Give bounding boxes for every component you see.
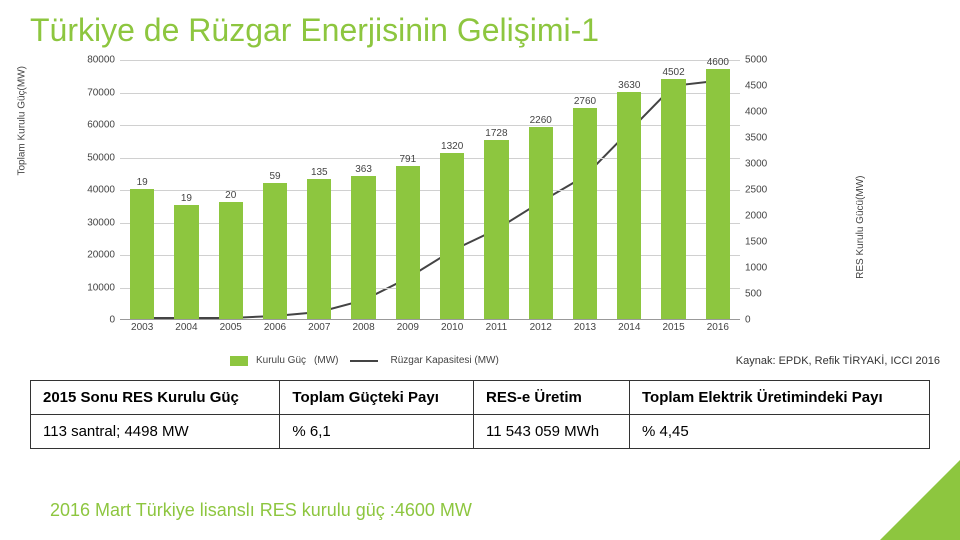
x-tick-label: 2016 (707, 322, 729, 333)
grid-line (120, 93, 740, 94)
y-left-tick-label: 20000 (80, 250, 115, 261)
table-cell: % 6,1 (280, 415, 474, 449)
chart-bar (440, 153, 464, 319)
bar-value-label: 4502 (662, 67, 684, 78)
chart-bar (529, 127, 553, 319)
bar-value-label: 2260 (530, 115, 552, 126)
x-tick-label: 2015 (662, 322, 684, 333)
x-tick-label: 2013 (574, 322, 596, 333)
corner-triangle (880, 460, 960, 540)
y-right-tick-label: 500 (745, 289, 775, 300)
chart-plot: 0100002000030000400005000060000700008000… (120, 60, 740, 320)
x-tick-label: 2005 (220, 322, 242, 333)
table-header: Toplam Güçteki Payı (280, 381, 474, 415)
y-right-tick-label: 0 (745, 315, 775, 326)
chart-bar (484, 140, 508, 319)
table-header: RES-e Üretim (474, 381, 630, 415)
grid-line (120, 223, 740, 224)
chart-bar (661, 79, 685, 320)
table-cell: % 4,45 (629, 415, 929, 449)
bar-value-label: 1728 (485, 128, 507, 139)
summary-table: 2015 Sonu RES Kurulu Güç Toplam Güçteki … (30, 380, 930, 449)
table-header-row: 2015 Sonu RES Kurulu Güç Toplam Güçteki … (31, 381, 930, 415)
x-tick-label: 2007 (308, 322, 330, 333)
y-right-tick-label: 4000 (745, 107, 775, 118)
x-tick-label: 2010 (441, 322, 463, 333)
y-right-tick-label: 5000 (745, 55, 775, 66)
grid-line (120, 60, 740, 61)
x-tick-label: 2006 (264, 322, 286, 333)
table-header: 2015 Sonu RES Kurulu Güç (31, 381, 280, 415)
legend-line-swatch (350, 360, 378, 362)
bar-value-label: 4600 (707, 57, 729, 68)
chart-bar (174, 205, 198, 319)
table-header: Toplam Elektrik Üretimindeki Payı (629, 381, 929, 415)
y-left-axis-title: Toplam Kurulu Güç(MW) (17, 66, 28, 175)
chart-bar (396, 166, 420, 319)
x-tick-label: 2008 (352, 322, 374, 333)
y-right-tick-label: 4500 (745, 81, 775, 92)
bar-value-label: 2760 (574, 96, 596, 107)
legend-line-label: Rüzgar Kapasitesi (MW) (390, 355, 498, 366)
bar-value-label: 791 (400, 154, 417, 165)
table-cell: 113 santral; 4498 MW (31, 415, 280, 449)
legend-unit: (MW) (314, 355, 338, 366)
y-right-tick-label: 3500 (745, 133, 775, 144)
y-left-tick-label: 50000 (80, 152, 115, 163)
y-right-tick-label: 2000 (745, 211, 775, 222)
y-left-tick-label: 70000 (80, 87, 115, 98)
bar-value-label: 3630 (618, 80, 640, 91)
x-tick-label: 2012 (530, 322, 552, 333)
page-title: Türkiye de Rüzgar Enerjisinin Gelişimi-1 (0, 0, 960, 53)
source-text: Kaynak: EPDK, Refik TİRYAKİ, ICCI 2016 (736, 355, 940, 367)
grid-line (120, 158, 740, 159)
chart-bar (219, 202, 243, 319)
legend-bar-swatch (230, 356, 248, 366)
bar-value-label: 135 (311, 167, 328, 178)
chart-bar (307, 179, 331, 319)
bar-value-label: 59 (269, 171, 280, 182)
y-left-tick-label: 10000 (80, 282, 115, 293)
footnote-text: 2016 Mart Türkiye lisanslı RES kurulu gü… (50, 500, 472, 521)
x-tick-label: 2011 (486, 322, 508, 333)
bar-value-label: 1320 (441, 141, 463, 152)
y-left-tick-label: 80000 (80, 55, 115, 66)
x-tick-label: 2004 (175, 322, 197, 333)
bar-value-label: 20 (225, 190, 236, 201)
y-right-tick-label: 2500 (745, 185, 775, 196)
bar-value-label: 19 (137, 177, 148, 188)
chart-bar (263, 183, 287, 320)
y-left-tick-label: 30000 (80, 217, 115, 228)
chart-bar (706, 69, 730, 319)
bar-value-label: 19 (181, 193, 192, 204)
chart-container: 0100002000030000400005000060000700008000… (80, 60, 800, 340)
y-right-tick-label: 1000 (745, 263, 775, 274)
grid-line (120, 255, 740, 256)
chart-bar (617, 92, 641, 320)
y-right-tick-label: 1500 (745, 237, 775, 248)
bar-value-label: 363 (355, 164, 372, 175)
table-row: 113 santral; 4498 MW % 6,1 11 543 059 MW… (31, 415, 930, 449)
y-right-tick-label: 3000 (745, 159, 775, 170)
y-left-tick-label: 0 (80, 315, 115, 326)
table-cell: 11 543 059 MWh (474, 415, 630, 449)
grid-line (120, 125, 740, 126)
chart-bar (573, 108, 597, 319)
legend-bar-label: Kurulu Güç (256, 355, 306, 366)
chart-bar (130, 189, 154, 319)
y-left-tick-label: 60000 (80, 120, 115, 131)
y-left-tick-label: 40000 (80, 185, 115, 196)
chart-legend: Kurulu Güç (MW) Rüzgar Kapasitesi (MW) (230, 355, 499, 366)
y-right-axis-title: RES Kurulu Gücü(MW) (855, 176, 866, 279)
x-tick-label: 2014 (618, 322, 640, 333)
x-tick-label: 2003 (131, 322, 153, 333)
chart-bar (351, 176, 375, 319)
x-tick-label: 2009 (397, 322, 419, 333)
grid-line (120, 190, 740, 191)
grid-line (120, 288, 740, 289)
